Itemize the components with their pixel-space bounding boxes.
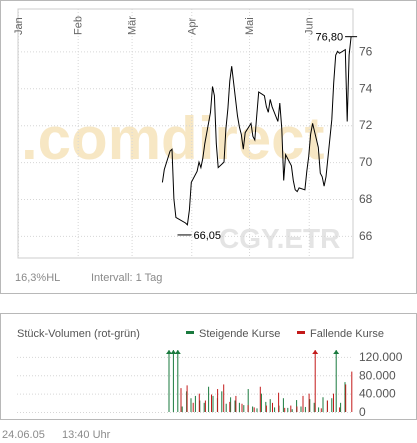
legend-down-label: Fallende Kurse: [310, 328, 384, 340]
watermark-symbol: CGY.ETR: [219, 223, 340, 254]
y-tick-label: 70: [359, 155, 373, 169]
y-tick-label: 76: [359, 44, 373, 58]
volume-tick-label: 40.000: [359, 387, 396, 401]
overflow-arrow: [333, 350, 340, 354]
low-label: 66,05: [194, 230, 222, 242]
volume-chart-panel: Stück-Volumen (rot-grün) Steigende Kurse…: [0, 313, 417, 420]
month-label: Jan: [13, 17, 25, 35]
volume-tick-label: 0: [359, 405, 366, 419]
range-label: 16,3%HL: [15, 272, 60, 284]
month-label: Apr: [186, 18, 198, 35]
footer-time: 13:40 Uhr: [62, 429, 111, 441]
overflow-arrow: [174, 350, 181, 354]
overflow-arrow: [166, 350, 172, 354]
volume-chart: Stück-Volumen (rot-grün) Steigende Kurse…: [17, 328, 403, 419]
month-label: Mär: [127, 16, 139, 35]
volume-tick-label: 120.000: [359, 350, 403, 364]
month-label: Jun: [304, 17, 316, 35]
price-chart: .comdirect CGY.ETR Jan Feb Mär Apr Mai Jun 66…: [13, 8, 373, 284]
high-label: 76,80: [316, 32, 344, 44]
y-tick-label: 74: [359, 81, 373, 95]
volume-tick-label: 80.000: [359, 368, 396, 382]
plot-frame: [17, 8, 354, 259]
y-tick-label: 72: [359, 118, 373, 132]
overflow-arrow: [312, 350, 319, 354]
volume-title: Stück-Volumen (rot-grün): [17, 328, 140, 340]
month-label: Mai: [244, 17, 256, 35]
month-label: Feb: [73, 16, 85, 35]
y-tick-label: 68: [359, 192, 373, 206]
overflow-arrow: [170, 350, 177, 354]
interval-label: Intervall: 1 Tag: [91, 272, 162, 284]
legend-up-label: Steigende Kurse: [199, 328, 280, 340]
legend-up-swatch: [186, 331, 194, 334]
footer-date: 24.06.05: [2, 429, 45, 441]
price-series-line: [161, 36, 352, 226]
price-chart-panel: .comdirect CGY.ETR Jan Feb Mär Apr Mai Jun 66…: [0, 0, 417, 294]
y-tick-label: 66: [359, 229, 373, 243]
legend-down-swatch: [297, 331, 305, 334]
